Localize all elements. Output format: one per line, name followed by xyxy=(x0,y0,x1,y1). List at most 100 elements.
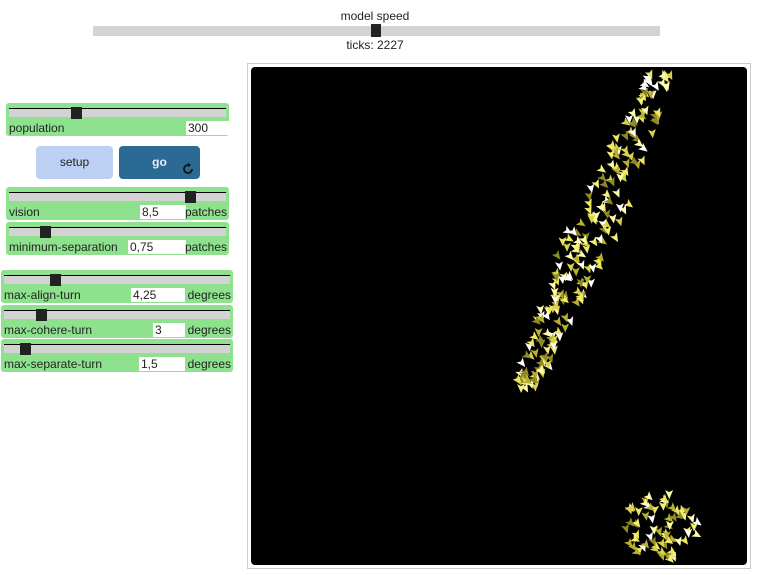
boid-marker xyxy=(571,297,580,307)
boid-marker xyxy=(664,553,674,563)
max-align-turn-value[interactable]: 4,25 xyxy=(131,288,185,302)
vision-slider[interactable]: vision 8,5 patches xyxy=(6,187,229,220)
boid-marker xyxy=(526,379,534,389)
boid-marker xyxy=(553,326,563,336)
vision-slider-track[interactable] xyxy=(9,191,226,203)
boid-marker xyxy=(564,250,574,261)
boid-marker xyxy=(572,235,583,244)
boid-marker xyxy=(541,310,550,321)
boid-marker xyxy=(644,69,653,80)
minimum-separation-value[interactable]: 0,75 xyxy=(128,240,186,254)
boid-marker xyxy=(665,520,674,530)
boid-marker xyxy=(603,195,614,205)
max-align-turn-slider-track[interactable] xyxy=(4,274,230,286)
boid-marker xyxy=(621,523,629,534)
population-slider-track[interactable] xyxy=(9,107,226,119)
population-value[interactable]: 300 xyxy=(186,121,232,135)
boid-marker xyxy=(620,166,629,177)
max-separate-turn-slider-thumb[interactable] xyxy=(20,343,31,355)
forever-icon xyxy=(183,162,193,174)
max-separate-turn-value[interactable]: 1,5 xyxy=(139,357,185,371)
boid-marker xyxy=(551,272,560,282)
boid-marker xyxy=(667,550,677,559)
setup-button[interactable]: setup xyxy=(36,146,113,179)
boid-marker xyxy=(610,232,619,243)
max-cohere-turn-slider[interactable]: max-cohere-turn 3 degrees xyxy=(1,305,233,338)
vision-slider-thumb[interactable] xyxy=(185,191,196,203)
boid-marker xyxy=(586,183,595,194)
boid-marker xyxy=(545,353,554,364)
boid-marker xyxy=(587,278,596,288)
boid-marker xyxy=(632,114,641,124)
max-align-turn-slider[interactable]: max-align-turn 4,25 degrees xyxy=(1,270,233,303)
vision-value[interactable]: 8,5 xyxy=(140,205,186,219)
boid-marker xyxy=(607,176,615,187)
boid-marker xyxy=(673,536,682,547)
boid-marker xyxy=(639,498,649,508)
boid-marker xyxy=(620,130,629,141)
population-label: population xyxy=(9,121,65,135)
boid-marker xyxy=(575,291,584,302)
boid-marker xyxy=(570,242,579,252)
boid-marker xyxy=(556,289,564,300)
boid-marker xyxy=(649,543,660,553)
boid-marker xyxy=(535,334,546,343)
model-speed-thumb[interactable] xyxy=(371,24,381,37)
minimum-separation-slider-track[interactable] xyxy=(9,226,226,238)
boid-marker xyxy=(562,242,571,252)
boid-marker xyxy=(539,351,548,362)
boid-marker xyxy=(594,233,603,244)
boid-marker xyxy=(628,127,636,138)
boid-marker xyxy=(536,304,545,315)
ticks-counter: ticks: 2227 xyxy=(346,38,404,52)
boid-marker xyxy=(650,80,659,91)
boid-marker xyxy=(667,502,677,512)
world-view[interactable] xyxy=(251,67,747,565)
minimum-separation-label: minimum-separation xyxy=(9,240,118,254)
max-cohere-turn-slider-thumb[interactable] xyxy=(36,309,47,321)
boid-marker xyxy=(597,172,607,182)
max-separate-turn-label: max-separate-turn xyxy=(4,357,103,371)
population-slider[interactable]: population 300 xyxy=(6,103,232,136)
boid-marker xyxy=(658,501,667,511)
boid-marker xyxy=(612,187,620,198)
max-cohere-turn-slider-track[interactable] xyxy=(4,309,230,321)
vision-label: vision xyxy=(9,205,40,219)
boid-marker xyxy=(603,226,612,236)
max-separate-turn-slider-track[interactable] xyxy=(4,343,230,355)
boid-marker xyxy=(676,508,686,518)
model-speed-slider[interactable] xyxy=(93,24,660,37)
boid-marker xyxy=(631,529,640,540)
boid-marker xyxy=(652,107,661,118)
max-cohere-turn-value[interactable]: 3 xyxy=(153,323,185,337)
boid-marker xyxy=(572,286,583,295)
boid-marker xyxy=(563,270,574,280)
boid-marker xyxy=(662,530,671,540)
boid-marker xyxy=(516,357,526,367)
boid-marker xyxy=(620,117,631,126)
go-button-label: go xyxy=(152,155,167,169)
go-button[interactable]: go xyxy=(119,146,200,179)
population-slider-thumb[interactable] xyxy=(71,107,82,119)
minimum-separation-slider[interactable]: minimum-separation 0,75 patches xyxy=(6,222,229,255)
boid-marker xyxy=(649,525,658,535)
boid-marker xyxy=(615,203,624,213)
minimum-separation-slider-thumb[interactable] xyxy=(40,226,51,238)
boid-marker xyxy=(637,155,645,166)
boid-marker xyxy=(630,534,640,542)
boids-flock xyxy=(512,69,702,563)
boid-marker xyxy=(561,323,570,333)
boid-marker xyxy=(543,359,552,370)
boid-marker xyxy=(588,263,597,273)
boid-marker xyxy=(654,526,662,537)
boid-marker xyxy=(624,517,634,527)
boid-marker xyxy=(626,151,634,162)
max-align-turn-slider-thumb[interactable] xyxy=(50,274,61,286)
max-separate-turn-slider[interactable]: max-separate-turn 1,5 degrees xyxy=(1,339,233,372)
boid-marker xyxy=(565,316,574,326)
boid-marker xyxy=(645,502,655,512)
boid-marker xyxy=(558,236,567,247)
boid-marker xyxy=(526,337,535,348)
max-cohere-turn-label: max-cohere-turn xyxy=(4,323,93,337)
boid-marker xyxy=(529,331,539,340)
